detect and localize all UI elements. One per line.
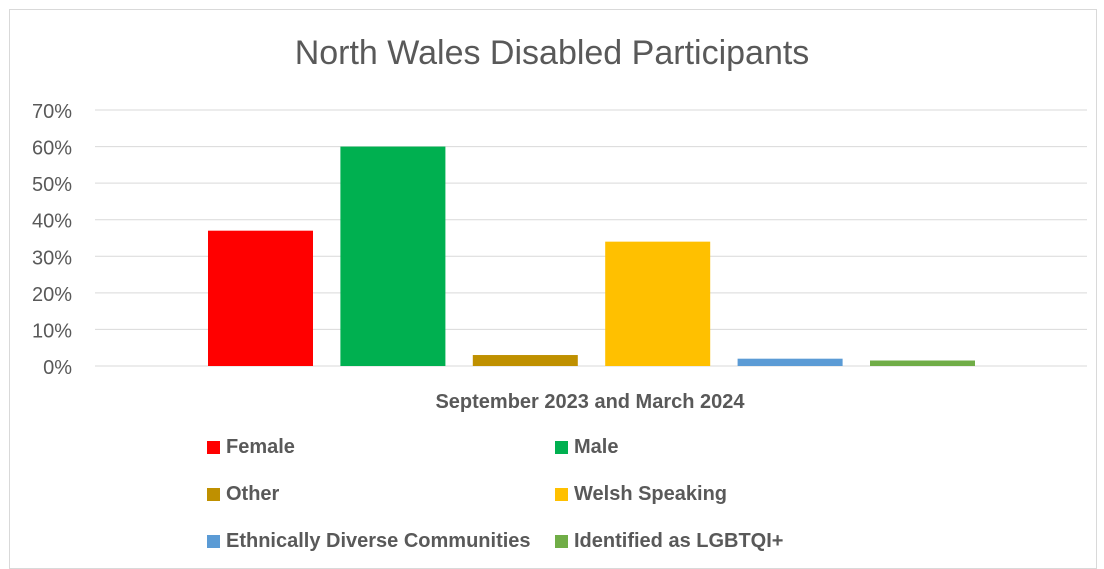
legend-item: Male: [555, 436, 618, 459]
y-tick-label: 10%: [32, 320, 72, 342]
y-tick-label: 0%: [43, 357, 72, 379]
legend-label: Identified as LGBTQI+: [574, 530, 784, 552]
chart-frame: [9, 9, 1097, 569]
y-tick-label: 30%: [32, 247, 72, 269]
legend-item: Other: [207, 483, 279, 506]
legend-item: Ethnically Diverse Communities: [207, 530, 531, 553]
bar-identified-as-lgbtqi: [870, 360, 975, 366]
legend-label: Female: [226, 436, 295, 458]
y-tick-label: 50%: [32, 174, 72, 196]
chart-title: North Wales Disabled Participants: [294, 34, 810, 72]
legend-item: Female: [207, 436, 295, 459]
legend-label: Ethnically Diverse Communities: [226, 530, 531, 552]
legend-swatch: [555, 441, 568, 454]
bar-ethnically-diverse-communities: [737, 358, 843, 366]
bar-male: [340, 146, 446, 366]
legend-swatch: [207, 535, 220, 548]
legend-swatch: [555, 488, 568, 501]
legend-item: Welsh Speaking: [555, 483, 727, 506]
bar-welsh-speaking: [605, 241, 711, 366]
legend-item: Identified as LGBTQI+: [555, 530, 783, 553]
x-axis-label: September 2023 and March 2024: [435, 391, 745, 413]
legend-swatch: [207, 488, 220, 501]
legend-label: Other: [226, 483, 280, 505]
y-tick-label: 60%: [32, 138, 72, 160]
legend-swatch: [555, 535, 568, 548]
legend-label: Male: [574, 436, 619, 458]
legend-swatch: [207, 441, 220, 454]
legend-label: Welsh Speaking: [574, 483, 728, 505]
y-tick-label: 20%: [32, 284, 72, 306]
y-tick-label: 70%: [32, 101, 72, 123]
bar-other: [472, 355, 578, 366]
y-tick-label: 40%: [32, 211, 72, 233]
bar-female: [208, 230, 313, 366]
